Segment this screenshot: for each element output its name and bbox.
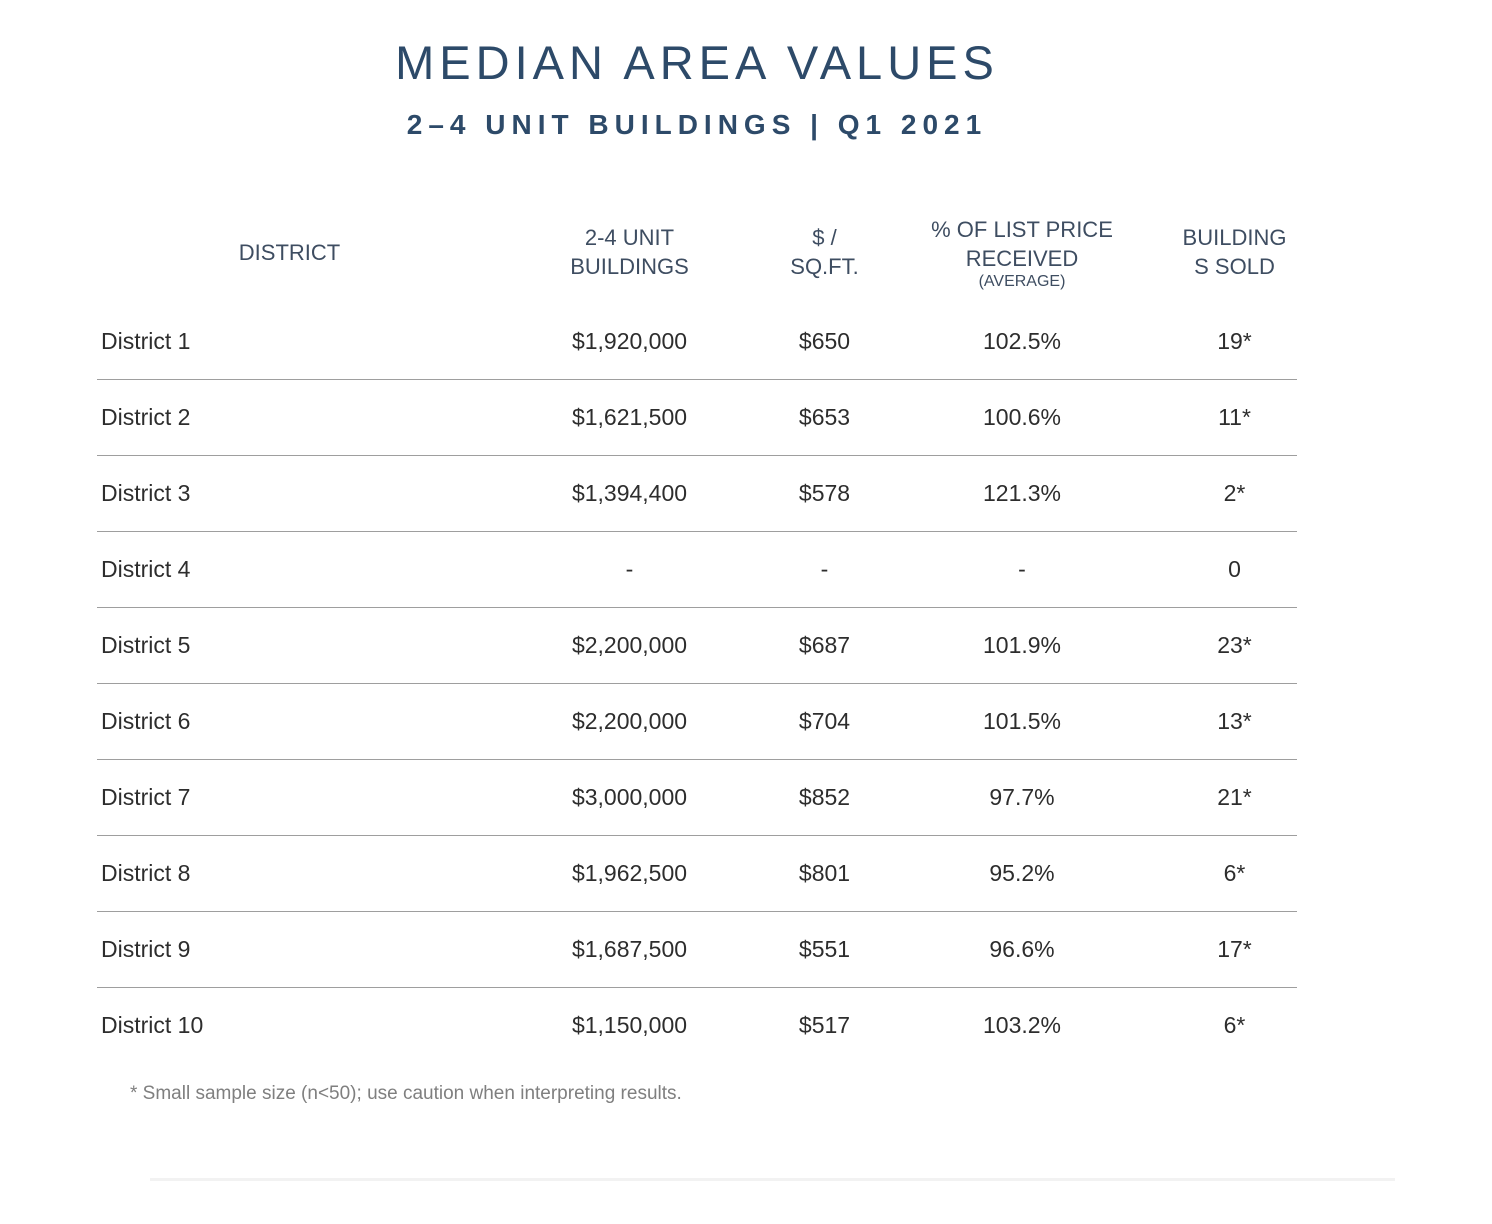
column-header-price-per-sqft-label: $ / SQ.FT. — [790, 225, 859, 280]
district-cell: District 2 — [97, 378, 482, 456]
sqft-cell: $551 — [777, 910, 872, 988]
column-header-unit-buildings-label: 2-4 UNIT BUILDINGS — [570, 225, 689, 280]
column-header-price-per-sqft: $ / SQ.FT. — [777, 201, 872, 303]
price-cell: $2,200,000 — [482, 682, 777, 760]
district-cell: District 9 — [97, 910, 482, 988]
district-cell: District 10 — [97, 986, 482, 1064]
district-cell: District 5 — [97, 606, 482, 684]
table-header-row: DISTRICT 2-4 UNIT BUILDINGS $ / SQ.FT. %… — [97, 201, 1297, 303]
table-row: District 1 $1,920,000 $650 102.5% 19* — [97, 303, 1297, 379]
price-cell: $2,200,000 — [482, 606, 777, 684]
price-cell: $1,394,400 — [482, 454, 777, 532]
price-cell: $1,962,500 — [482, 834, 777, 912]
column-header-average-sublabel: (AVERAGE) — [978, 272, 1066, 290]
table-row: District 3 $1,394,400 $578 121.3% 2* — [97, 454, 1297, 532]
table-row: District 6 $2,200,000 $704 101.5% 13* — [97, 682, 1297, 760]
column-header-district-label: DISTRICT — [238, 239, 341, 265]
sqft-cell: $517 — [777, 986, 872, 1064]
page-bottom-divider — [150, 1178, 1395, 1181]
sold-cell: 0 — [1172, 530, 1297, 608]
district-cell: District 8 — [97, 834, 482, 912]
district-cell: District 4 — [97, 530, 482, 608]
page-title: MEDIAN AREA VALUES — [395, 36, 999, 89]
table-row: District 2 $1,621,500 $653 100.6% 11* — [97, 378, 1297, 456]
pct-cell: 101.9% — [872, 606, 1172, 684]
table-row: District 9 $1,687,500 $551 96.6% 17* — [97, 910, 1297, 988]
sold-cell: 21* — [1172, 758, 1297, 836]
sqft-cell: $653 — [777, 378, 872, 456]
table-row: District 7 $3,000,000 $852 97.7% 21* — [97, 758, 1297, 836]
sold-cell: 6* — [1172, 834, 1297, 912]
sqft-cell: $650 — [798, 327, 851, 354]
pct-cell: 101.5% — [872, 682, 1172, 760]
price-cell: $3,000,000 — [482, 758, 777, 836]
price-cell: - — [482, 530, 777, 608]
sold-cell: 6* — [1172, 986, 1297, 1064]
pct-cell: 97.7% — [872, 758, 1172, 836]
pct-cell: 121.3% — [872, 454, 1172, 532]
sqft-cell: - — [777, 530, 872, 608]
district-cell: District 6 — [97, 682, 482, 760]
pct-cell: 96.6% — [872, 910, 1172, 988]
pct-cell: 100.6% — [872, 378, 1172, 456]
district-cell: District 7 — [97, 758, 482, 836]
sold-cell: 13* — [1172, 682, 1297, 760]
small-sample-footnote: * Small sample size (n<50); use caution … — [130, 1083, 682, 1105]
table-row: District 5 $2,200,000 $687 101.9% 23* — [97, 606, 1297, 684]
sold-cell: 2* — [1172, 454, 1297, 532]
sqft-cell: $578 — [777, 454, 872, 532]
sqft-cell: $852 — [777, 758, 872, 836]
page-subtitle: 2–4 UNIT BUILDINGS | Q1 2021 — [406, 109, 988, 141]
sold-cell: 17* — [1172, 910, 1297, 988]
price-cell: $1,150,000 — [482, 986, 777, 1064]
price-cell: $1,687,500 — [482, 910, 777, 988]
sqft-cell: $801 — [777, 834, 872, 912]
column-header-district: DISTRICT — [97, 201, 482, 303]
sold-cell: 11* — [1172, 378, 1297, 456]
column-header-unit-buildings: 2-4 UNIT BUILDINGS — [482, 201, 777, 303]
report-page: MEDIAN AREA VALUES 2–4 UNIT BUILDINGS | … — [97, 0, 1297, 1105]
column-header-pct-list-price-label: % OF LIST PRICE RECEIVED — [931, 216, 1113, 271]
sold-cell: 23* — [1172, 606, 1297, 684]
district-cell: District 1 — [101, 327, 191, 354]
pct-cell: - — [872, 530, 1172, 608]
column-header-pct-list-price: % OF LIST PRICE RECEIVED (AVERAGE) — [872, 201, 1172, 303]
district-cell: District 3 — [97, 454, 482, 532]
price-cell: $1,621,500 — [482, 378, 777, 456]
pct-cell: 103.2% — [872, 986, 1172, 1064]
median-values-table: DISTRICT 2-4 UNIT BUILDINGS $ / SQ.FT. %… — [97, 201, 1297, 1064]
table-row: District 8 $1,962,500 $801 95.2% 6* — [97, 834, 1297, 912]
sqft-cell: $704 — [777, 682, 872, 760]
price-cell: $1,920,000 — [571, 327, 688, 354]
column-header-buildings-sold: BUILDING S SOLD — [1172, 201, 1297, 303]
column-header-buildings-sold-label: BUILDING S SOLD — [1182, 225, 1287, 280]
table-row: District 4 - - - 0 — [97, 530, 1297, 608]
pct-cell: 102.5% — [982, 327, 1061, 354]
table-row: District 10 $1,150,000 $517 103.2% 6* — [97, 986, 1297, 1064]
pct-cell: 95.2% — [872, 834, 1172, 912]
sqft-cell: $687 — [777, 606, 872, 684]
sold-cell: 19* — [1217, 327, 1252, 354]
